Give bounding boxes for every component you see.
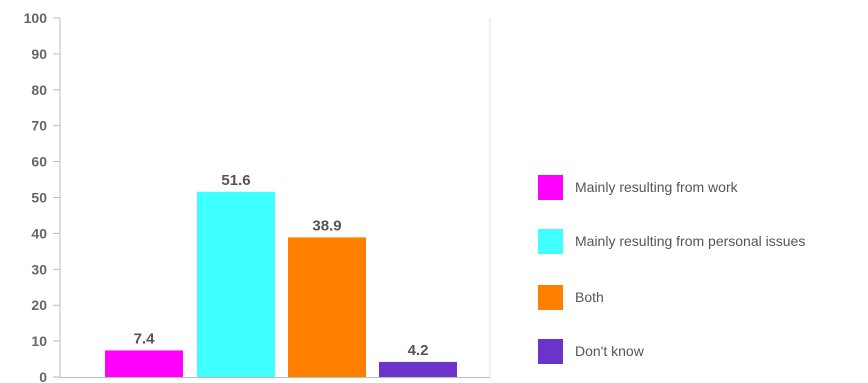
y-tick-label: 50 (31, 190, 47, 206)
bar[interactable] (197, 191, 275, 377)
legend-swatch (538, 339, 563, 364)
bar[interactable] (105, 350, 183, 377)
y-tick-label: 40 (31, 225, 47, 241)
bar[interactable] (379, 361, 457, 377)
legend-label: Both (575, 289, 604, 305)
bar-value-label: 7.4 (134, 330, 156, 347)
y-tick-label: 90 (31, 46, 47, 62)
y-tick-label: 60 (31, 154, 47, 170)
y-tick-label: 0 (39, 369, 47, 383)
bar-value-label: 38.9 (312, 217, 341, 234)
legend-label: Mainly resulting from work (575, 179, 739, 195)
legend-item[interactable]: Both (538, 285, 604, 310)
y-tick-label: 10 (31, 333, 47, 349)
legend-item[interactable]: Don't know (538, 339, 645, 364)
data-labels: 7.4 51.6 38.9 4.2 (134, 172, 429, 359)
bar-value-label: 4.2 (408, 342, 429, 359)
bar[interactable] (288, 237, 366, 377)
legend-label: Don't know (575, 343, 645, 359)
y-tick-label: 20 (31, 297, 47, 313)
legend-swatch (538, 175, 563, 200)
y-axis-ticks: 0 10 20 30 40 50 60 70 80 90 100 (24, 10, 60, 383)
y-tick-label: 70 (31, 118, 47, 134)
legend-item[interactable]: Mainly resulting from personal issues (538, 229, 805, 254)
legend-label: Mainly resulting from personal issues (575, 233, 805, 249)
legend-swatch (538, 229, 563, 254)
legend-item[interactable]: Mainly resulting from work (538, 175, 739, 200)
y-tick-label: 80 (31, 82, 47, 98)
y-tick-label: 100 (24, 10, 48, 26)
y-tick-label: 30 (31, 261, 47, 277)
legend: Mainly resulting from work Mainly resulti… (538, 175, 805, 364)
legend-swatch (538, 285, 563, 310)
bars (105, 191, 457, 377)
y-axis: 0 10 20 30 40 50 60 70 80 90 100 (24, 10, 61, 383)
bar-value-label: 51.6 (221, 172, 250, 189)
